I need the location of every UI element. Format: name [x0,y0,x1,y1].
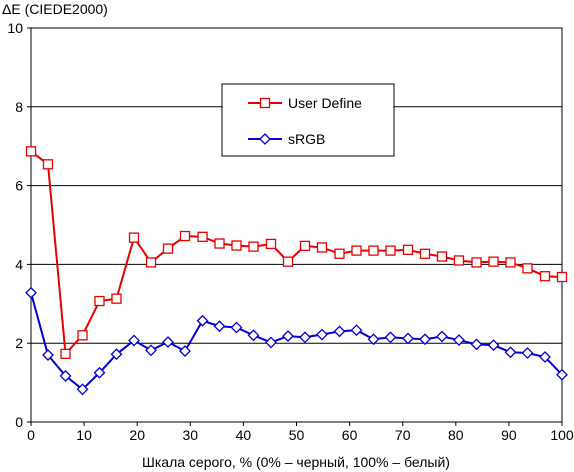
legend-box [221,83,395,157]
legend-item: sRGB [248,131,325,147]
x-axis-ticks: 0 10 20 30 40 50 60 70 80 90 100 [27,422,574,443]
data-point [504,346,517,359]
data-point [128,232,140,243]
data-point [110,348,123,361]
legend: User Define sRGB [221,83,395,157]
data-point [436,330,448,343]
data-point [76,383,89,396]
data-point [247,329,260,342]
series-layer [25,146,568,396]
data-point [471,257,482,268]
x-tick-label: 20 [129,427,145,443]
x-tick-label: 0 [27,427,35,443]
data-point [316,242,328,253]
data-point [265,238,277,250]
data-point [145,257,157,268]
data-point [487,339,500,352]
x-tick-label: 40 [236,427,252,443]
data-point [162,243,174,254]
x-tick-label: 100 [550,427,574,443]
data-point [230,321,243,334]
data-point [60,348,71,359]
data-point [299,331,311,344]
legend-marker [259,133,271,145]
data-point [282,330,294,343]
y-tick-label: 4 [15,256,23,272]
y-tick-label: 6 [15,178,23,194]
y-tick-label: 2 [15,335,23,351]
data-point [196,314,209,327]
data-point [145,344,157,357]
data-point [402,332,414,345]
data-point [94,295,105,307]
data-point [231,240,242,251]
y-tick-label: 0 [15,414,23,430]
legend-label: sRGB [288,131,325,147]
legend-marker [259,97,271,109]
y-tick-label: 10 [7,20,23,36]
data-point [419,333,431,346]
series-line [30,150,563,357]
x-tick-label: 30 [183,427,199,443]
data-point [111,293,122,304]
data-point [505,257,516,268]
series-user-define [25,146,568,359]
data-point [385,245,396,256]
data-point [453,255,465,266]
data-point [384,331,397,344]
legend-label: User Define [288,95,362,111]
data-point [419,248,431,259]
y-axis-ticks: 0 2 4 6 8 10 [7,20,31,430]
x-tick-label: 60 [342,427,358,443]
data-point [521,347,534,359]
data-point [213,320,226,333]
data-point [197,231,208,242]
data-point [128,334,140,347]
x-tick-label: 50 [289,427,305,443]
data-point [42,349,54,361]
data-point [214,238,225,249]
data-point [367,333,380,346]
data-point [368,245,379,256]
data-point [470,338,483,351]
data-point [334,248,345,259]
x-tick-label: 90 [501,427,517,443]
series-line [30,292,563,391]
data-point [436,251,448,262]
data-point [350,324,363,337]
data-point [522,263,533,274]
data-point [25,286,37,299]
x-axis-title: Шкала серого, % (0% – черный, 100% – бел… [142,454,450,470]
data-point [42,159,54,170]
data-point [316,328,328,341]
data-point [265,336,277,349]
data-point [351,245,362,256]
data-point [453,334,465,346]
legend-item: User Define [248,95,362,111]
data-point [556,271,568,283]
data-point [162,336,174,348]
data-point [488,256,499,267]
data-point [539,271,551,282]
x-tick-label: 80 [448,427,464,443]
data-point [248,241,259,252]
data-point [59,369,72,382]
data-point [402,244,414,255]
data-point [93,366,106,379]
x-tick-label: 10 [76,427,92,443]
data-point [179,230,191,242]
y-tick-label: 8 [15,99,23,115]
data-point [333,325,346,338]
data-point [25,146,37,157]
y-axis-title: ΔE (CIEDE2000) [2,1,108,17]
data-point [299,240,311,252]
data-point [556,368,568,381]
x-tick-label: 70 [395,427,411,443]
data-point [539,351,551,363]
series-srgb [25,286,568,396]
data-point [179,345,191,357]
data-point [282,256,294,267]
data-point [77,330,88,341]
